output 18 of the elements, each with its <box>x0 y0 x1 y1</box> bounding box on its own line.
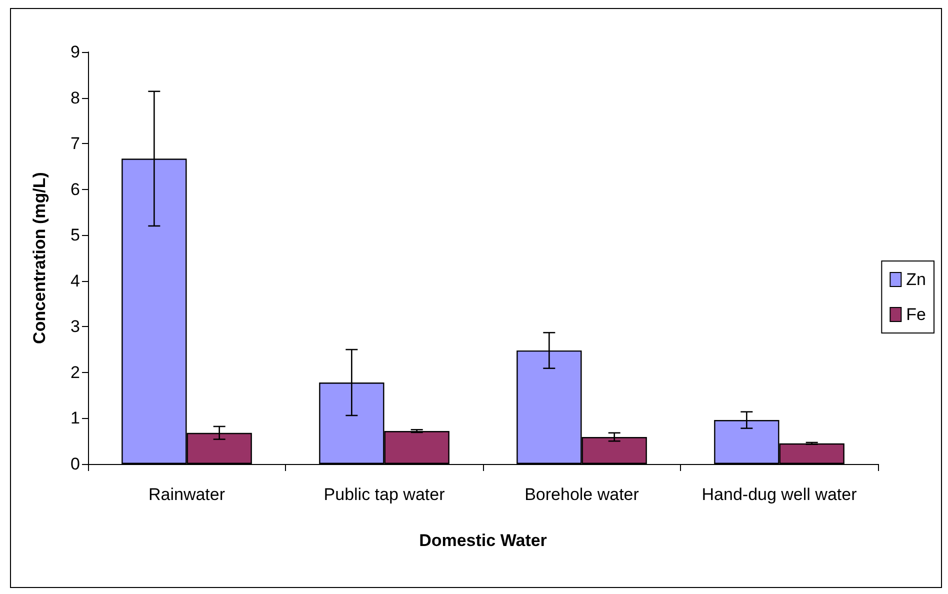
y-tick-label: 6 <box>70 180 80 199</box>
legend-label: Fe <box>906 305 926 324</box>
legend-label: Zn <box>906 270 926 289</box>
y-tick-label: 0 <box>70 454 80 474</box>
x-tick-label: Borehole water <box>524 485 640 504</box>
x-tick-label: Public tap water <box>324 485 446 504</box>
y-tick-label: 8 <box>70 88 80 108</box>
y-tick-label: 3 <box>70 317 80 336</box>
y-tick-label: 1 <box>70 408 80 428</box>
y-tick-label: 4 <box>70 271 80 290</box>
x-axis-title: Domestic Water <box>419 531 548 550</box>
x-tick-label: Rainwater <box>148 485 226 504</box>
y-tick-label: 7 <box>70 134 80 154</box>
y-tick-label: 9 <box>70 42 80 62</box>
y-axis-title: Concentration (mg/L) <box>30 172 49 344</box>
x-tick-label: Hand-dug well water <box>702 485 858 504</box>
y-tick-label: 2 <box>70 362 80 382</box>
y-tick-label: 5 <box>70 226 80 245</box>
